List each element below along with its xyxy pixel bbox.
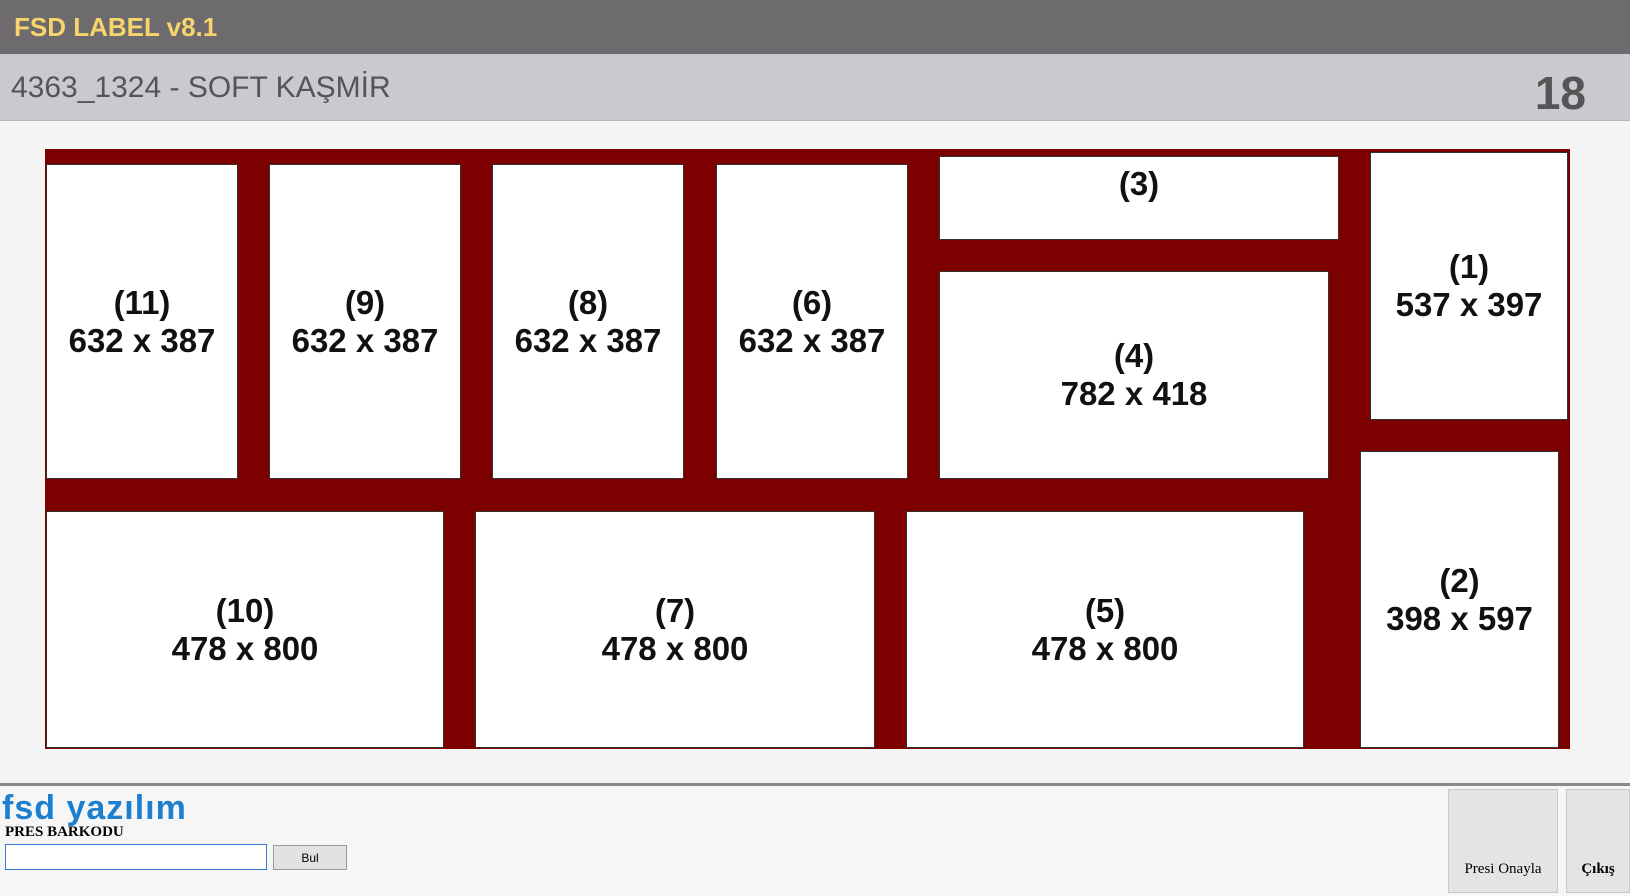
piece: (8) 632 x 387: [492, 164, 684, 479]
piece: (11) 632 x 387: [46, 164, 238, 479]
piece-size: 398 x 597: [1386, 599, 1533, 637]
piece-size: 537 x 397: [1395, 286, 1543, 323]
logo: fsd yazılım: [2, 789, 187, 827]
piece-id: (3): [1118, 165, 1160, 202]
piece-size: 478 x 800: [171, 629, 319, 667]
piece-size: 632 x 387: [514, 321, 662, 359]
piece: (9) 632 x 387: [269, 164, 461, 479]
piece-id: (1): [1448, 248, 1490, 285]
piece-id: (11): [113, 283, 171, 321]
piece: (6) 632 x 387: [716, 164, 908, 479]
piece-id: (7): [654, 591, 696, 629]
count: 18: [1534, 67, 1586, 119]
piece: (10) 478 x 800: [46, 511, 444, 748]
piece: (7) 478 x 800: [475, 511, 875, 748]
piece: (4) 782 x 418: [939, 271, 1329, 479]
piece-id: (4): [1113, 337, 1155, 374]
order-name: 4363_1324 - SOFT KAŞMİR: [11, 71, 391, 104]
piece-size: 782 x 418: [1060, 375, 1208, 412]
piece-size: 478 x 800: [601, 629, 749, 667]
piece: (1) 537 x 397: [1370, 152, 1568, 420]
barcode-input[interactable]: [5, 844, 267, 870]
search-button[interactable]: Bul: [273, 845, 347, 870]
piece-size: 632 x 387: [738, 321, 886, 359]
piece-size: 478 x 800: [1031, 629, 1179, 667]
piece: (3): [939, 156, 1339, 240]
piece-size: 632 x 387: [291, 321, 439, 359]
piece-id: (8): [567, 283, 609, 321]
exit-button[interactable]: Çıkış: [1566, 789, 1630, 893]
barcode-label: PRES BARKODU: [5, 824, 124, 840]
piece-id: (2): [1439, 561, 1480, 599]
piece-size: 632 x 387: [68, 321, 216, 359]
piece: (2) 398 x 597: [1360, 451, 1559, 748]
piece-id: (6): [791, 283, 833, 321]
footer: fsd yazılım PRES BARKODU Bul Presi Onayl…: [0, 783, 1630, 896]
piece-id: (9): [344, 283, 386, 321]
app-title: FSD LABEL v8.1: [14, 12, 218, 42]
piece-id: (10): [215, 591, 275, 629]
order-bar: 4363_1324 - SOFT KAŞMİR 18: [0, 54, 1630, 121]
title-bar: FSD LABEL v8.1: [0, 0, 1630, 54]
confirm-button[interactable]: Presi Onayla: [1448, 789, 1558, 893]
piece: (5) 478 x 800: [906, 511, 1304, 748]
press-board: (11) 632 x 387 (9) 632 x 387 (8) 632 x 387 (6)…: [45, 149, 1570, 749]
piece-id: (5): [1084, 591, 1126, 629]
